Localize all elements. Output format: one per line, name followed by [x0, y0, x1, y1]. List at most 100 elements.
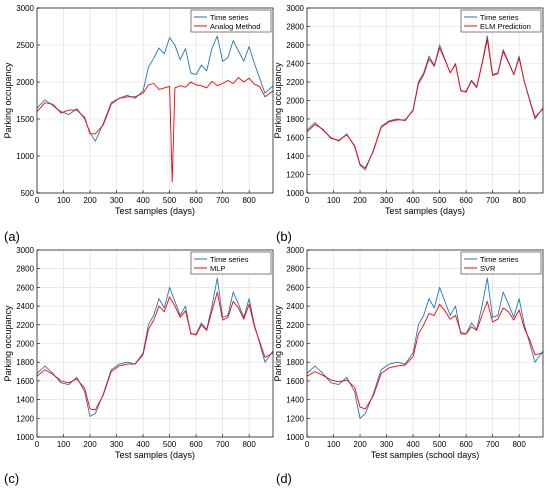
y-tick-label: 1000 — [16, 152, 34, 161]
y-tick-label: 1400 — [286, 396, 304, 405]
y-tick-label: 2000 — [286, 97, 304, 106]
x-tick-label: 500 — [433, 196, 447, 205]
y-tick-label: 2500 — [16, 41, 34, 50]
y-tick-label: 1800 — [286, 358, 304, 367]
y-tick-label: 3000 — [286, 4, 304, 13]
chart-panel-1: 0 100 200 300 400 500 600 700 800 500 1000 1500 2000… — [3, 4, 274, 244]
x-tick-label: 200 — [353, 196, 367, 205]
y-tick-label: 1800 — [16, 358, 34, 367]
panel-label: (d) — [276, 471, 292, 486]
x-tick-label: 100 — [327, 440, 341, 449]
x-tick-label: 700 — [486, 196, 500, 205]
x-axis-label: Test samples (days) — [385, 206, 465, 216]
axes-frame — [36, 7, 274, 194]
x-tick-label: 400 — [406, 440, 420, 449]
x-tick-label: 0 — [35, 196, 40, 205]
y-tick-label: 2200 — [286, 78, 304, 87]
panel-label: (b) — [276, 229, 292, 244]
x-tick-label: 700 — [486, 440, 500, 449]
x-tick-label: 600 — [189, 440, 203, 449]
x-axis-label: Test samples (days) — [115, 206, 195, 216]
x-tick-label: 600 — [189, 196, 203, 205]
x-tick-label: 200 — [353, 440, 367, 449]
y-tick-label: 2800 — [16, 265, 34, 274]
x-tick-label: 100 — [57, 196, 71, 205]
series-line-2 — [36, 291, 274, 411]
x-tick-label: 0 — [35, 440, 40, 449]
y-tick-label: 2800 — [286, 265, 304, 274]
x-tick-label: 100 — [57, 440, 71, 449]
y-tick-label: 2200 — [16, 321, 34, 330]
legend-box — [190, 9, 272, 33]
legend-box — [190, 251, 272, 275]
x-tick-label: 0 — [305, 196, 310, 205]
y-tick-label: 1400 — [286, 152, 304, 161]
y-tick-label: 2600 — [286, 41, 304, 50]
x-tick-label: 100 — [327, 196, 341, 205]
legend-box — [460, 9, 542, 33]
y-axis-label: Parking occupancy — [273, 62, 283, 139]
x-tick-label: 200 — [83, 196, 97, 205]
x-tick-label: 800 — [512, 440, 526, 449]
y-tick-label: 2400 — [286, 302, 304, 311]
x-tick-label: 600 — [459, 196, 473, 205]
x-tick-label: 0 — [305, 440, 310, 449]
y-tick-label: 1600 — [286, 377, 304, 386]
axes-frame — [306, 7, 544, 194]
legend-label-1: Time series — [480, 13, 519, 22]
x-tick-label: 800 — [512, 196, 526, 205]
x-tick-label: 800 — [242, 440, 256, 449]
y-tick-label: 1200 — [16, 414, 34, 423]
chart-panel-4: 0 100 200 300 400 500 600 700 800 1000 1200 1400 160… — [273, 246, 544, 486]
y-tick-label: 1000 — [16, 433, 34, 442]
chart-panel-2: 0 100 200 300 400 500 600 700 800 1000 1200 1400 160… — [273, 4, 544, 244]
y-tick-label: 1200 — [286, 171, 304, 180]
legend-label-1: Time series — [210, 13, 249, 22]
series-line-2 — [306, 300, 544, 410]
y-tick-label: 1800 — [286, 115, 304, 124]
chart-panel-3: 0 100 200 300 400 500 600 700 800 1000 1200 1400 160… — [3, 246, 274, 486]
x-tick-label: 300 — [380, 196, 394, 205]
legend-label-2: Analog Method — [210, 22, 260, 31]
y-tick-label: 1500 — [16, 115, 34, 124]
x-tick-label: 700 — [216, 440, 230, 449]
y-tick-label: 2800 — [286, 23, 304, 32]
y-axis-label: Parking occupancy — [3, 62, 13, 139]
legend-label-1: Time series — [210, 255, 249, 264]
y-tick-label: 1000 — [286, 433, 304, 442]
x-axis-label: Test samples (days) — [115, 450, 195, 460]
y-axis-label: Parking occupancy — [3, 305, 13, 382]
y-tick-label: 2400 — [16, 302, 34, 311]
y-tick-label: 1400 — [16, 396, 34, 405]
plot-area — [37, 8, 273, 193]
series-line-2 — [36, 77, 274, 183]
x-tick-label: 200 — [83, 440, 97, 449]
y-tick-label: 3000 — [16, 4, 34, 13]
legend-label-1: Time series — [480, 255, 519, 264]
x-tick-label: 500 — [163, 196, 177, 205]
axes-frame — [306, 249, 544, 438]
x-tick-label: 400 — [136, 196, 150, 205]
y-tick-label: 2000 — [16, 340, 34, 349]
y-tick-label: 2200 — [286, 321, 304, 330]
series-line-1 — [306, 277, 544, 419]
x-tick-label: 400 — [406, 196, 420, 205]
y-tick-label: 2000 — [16, 78, 34, 87]
series-line-2 — [306, 39, 544, 169]
axes-frame — [36, 249, 274, 438]
x-tick-label: 300 — [380, 440, 394, 449]
legend-label-2: MLP — [210, 264, 225, 273]
x-tick-label: 500 — [163, 440, 177, 449]
y-tick-label: 2000 — [286, 340, 304, 349]
legend-box — [460, 251, 542, 275]
y-tick-label: 3000 — [286, 246, 304, 255]
y-tick-label: 1000 — [286, 189, 304, 198]
x-tick-label: 700 — [216, 196, 230, 205]
x-tick-label: 400 — [136, 440, 150, 449]
legend-label-2: ELM Prediction — [480, 22, 531, 31]
y-tick-label: 1200 — [286, 414, 304, 423]
x-tick-label: 800 — [242, 196, 256, 205]
y-axis-label: Parking occupancy — [273, 305, 283, 382]
x-axis-label: Test samples (school days) — [371, 450, 480, 460]
